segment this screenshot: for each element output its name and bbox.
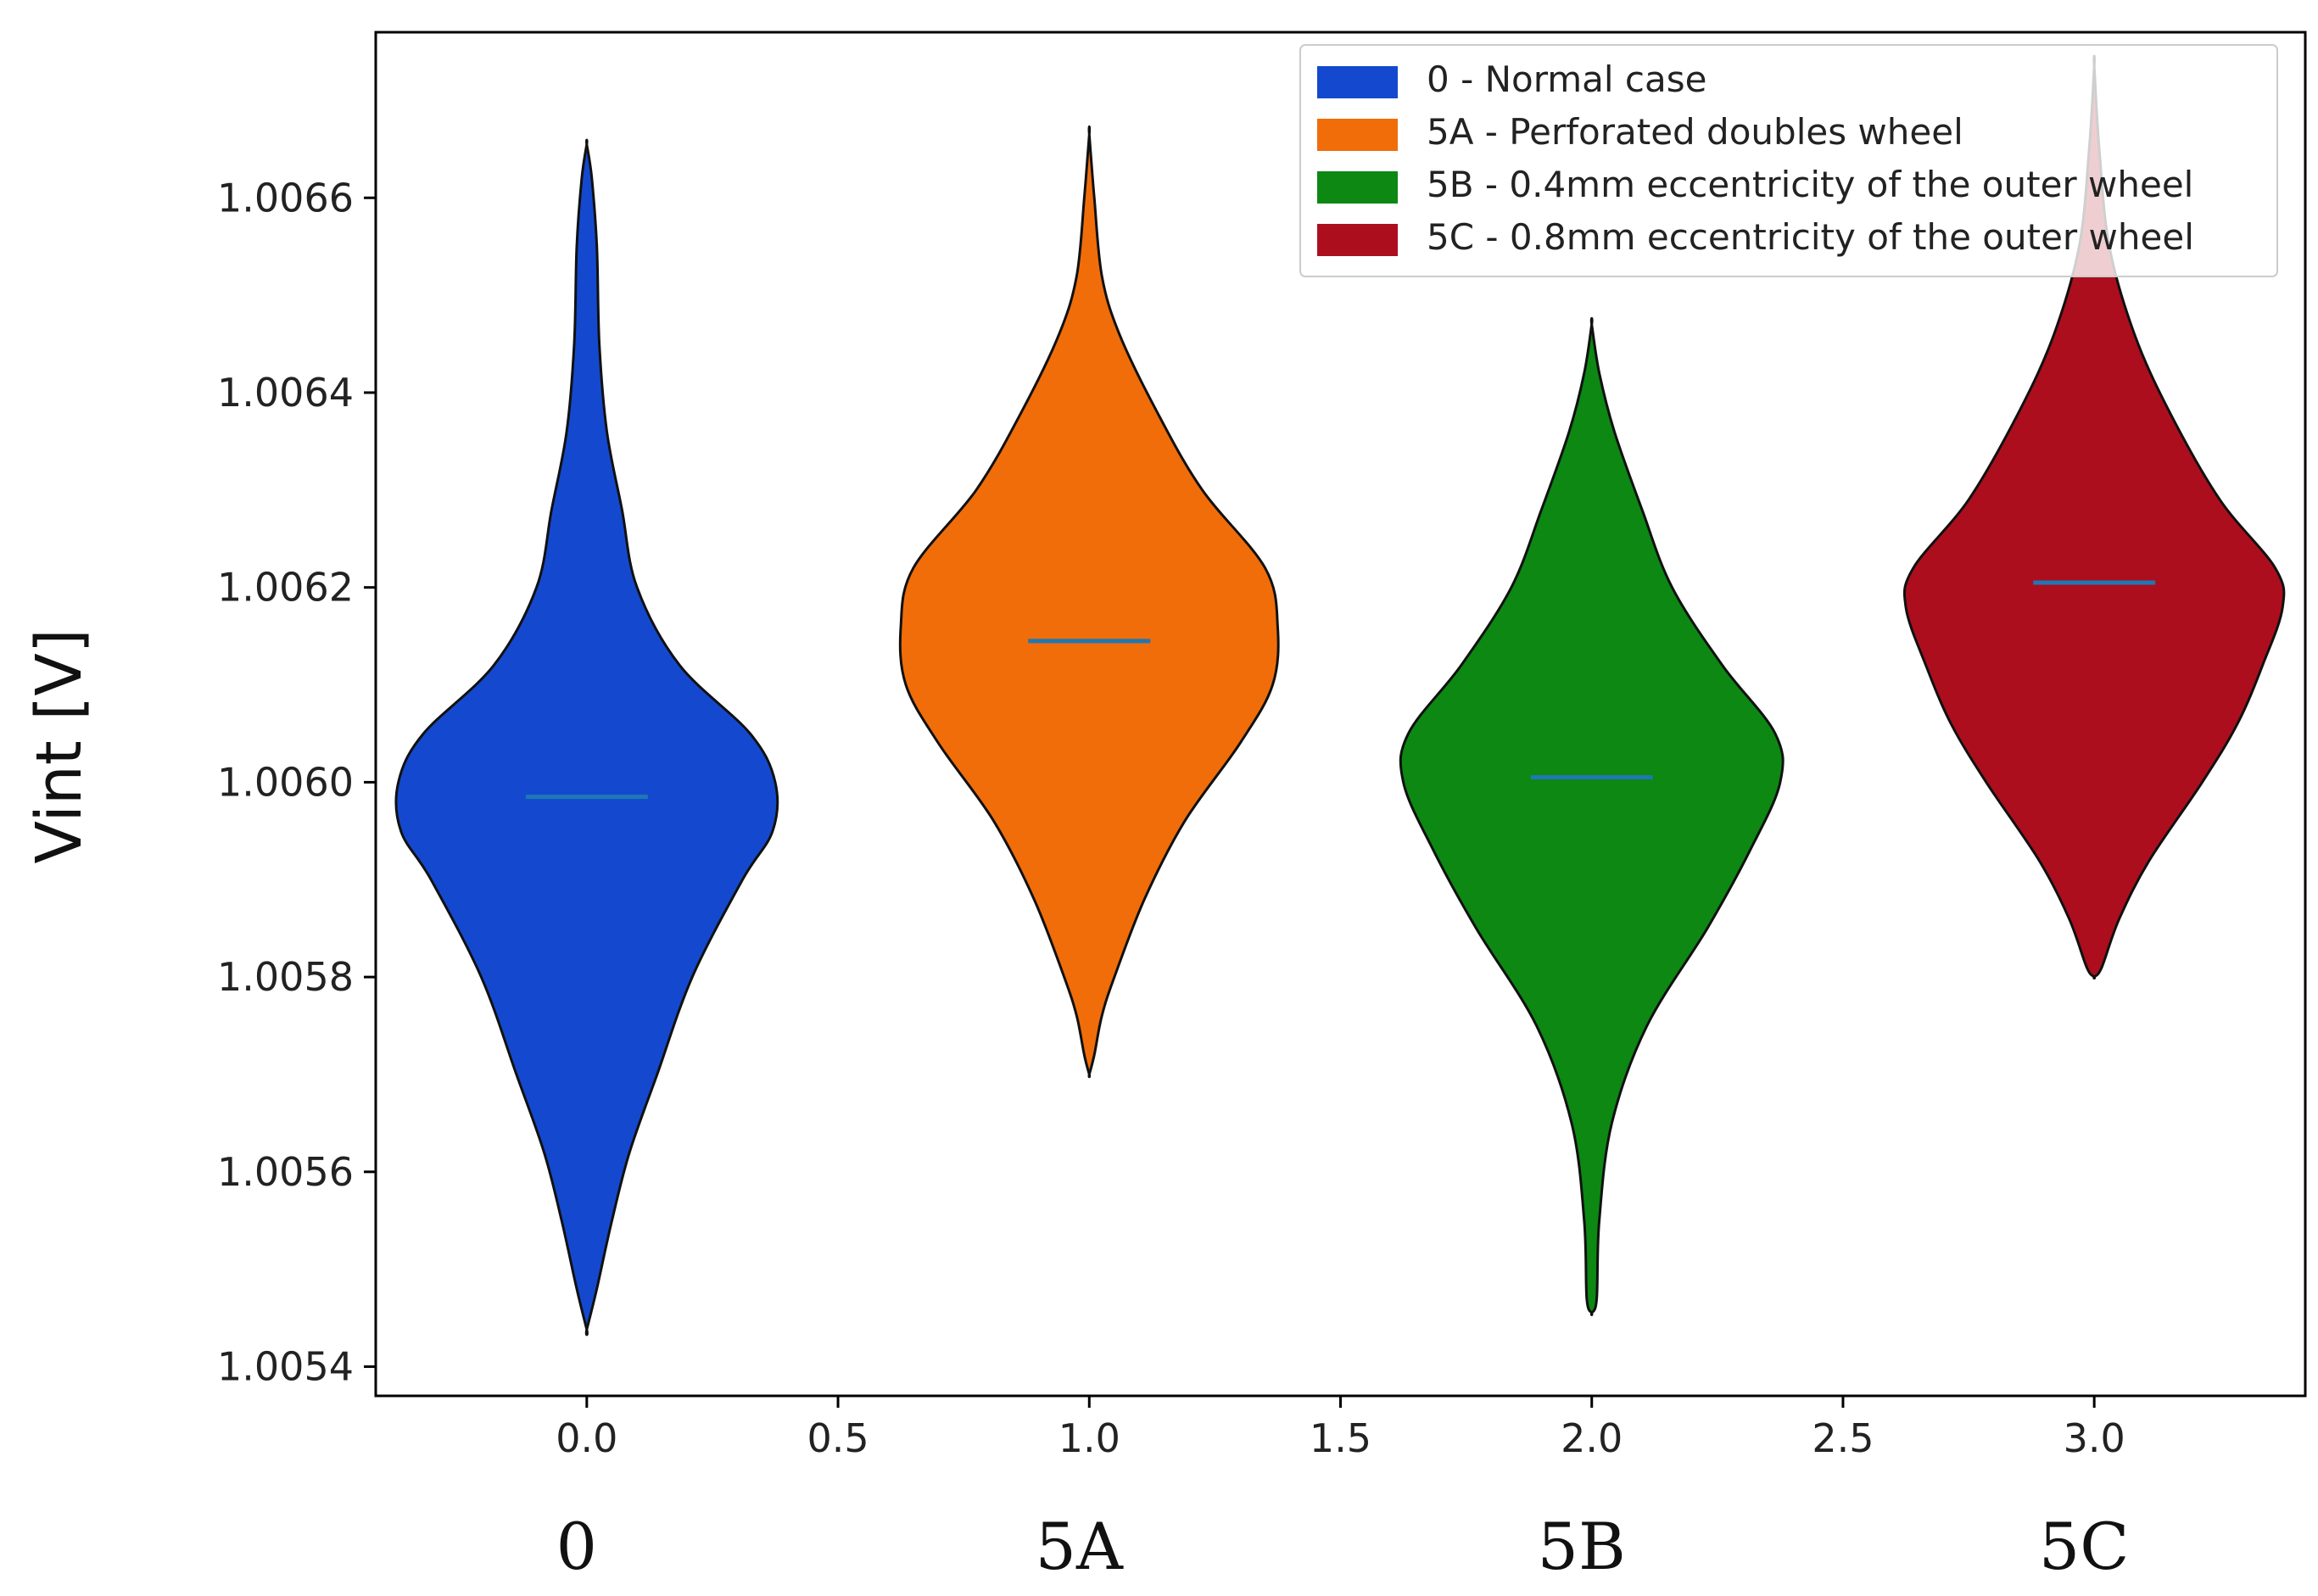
category-label: 5A	[1036, 1509, 1124, 1584]
y-tick-label: 1.0064	[217, 370, 354, 416]
x-tick-label: 0.5	[807, 1415, 869, 1461]
y-tick-label: 1.0058	[217, 954, 354, 1000]
category-label: 5B	[1538, 1509, 1626, 1584]
category-label: 5C	[2039, 1509, 2130, 1584]
violin-body	[898, 125, 1280, 1079]
x-tick-label: 1.5	[1310, 1415, 1371, 1461]
violins-layer	[394, 54, 2286, 1337]
y-axis: 1.0054 1.0056 1.0058 1.0060 1.0062 1.0064 1.00…	[217, 175, 376, 1390]
y-tick-label: 1.0056	[217, 1149, 354, 1195]
y-axis-label: Vint [V]	[23, 628, 96, 863]
x-tick-label: 0.0	[556, 1415, 617, 1461]
category-label: 0	[556, 1509, 597, 1584]
x-tick-label: 1.0	[1058, 1415, 1120, 1461]
legend-label: 5B - 0.4mm eccentricity of the outer whe…	[1427, 164, 2193, 205]
x-tick-label: 2.0	[1561, 1415, 1623, 1461]
legend-entry: 5B - 0.4mm eccentricity of the outer whe…	[1317, 164, 2193, 205]
x-axis: 0.0 0.5 1.0 1.5 2.0 2.5 3.0	[556, 1396, 2125, 1461]
legend-swatch	[1317, 66, 1398, 98]
legend-swatch	[1317, 119, 1398, 151]
violin-body	[394, 138, 779, 1337]
legend-swatch	[1317, 171, 1398, 204]
legend: 0 - Normal case 5A - Perforated doubles …	[1299, 44, 2278, 277]
x-tick-label: 2.5	[1812, 1415, 1874, 1461]
legend-entry: 0 - Normal case	[1317, 59, 1706, 100]
legend-entry: 5C - 0.8mm eccentricity of the outer whe…	[1317, 216, 2194, 258]
medians-layer	[525, 580, 2156, 800]
legend-swatch	[1317, 224, 1398, 256]
y-tick-label: 1.0062	[217, 565, 354, 611]
y-tick-label: 1.0054	[217, 1344, 354, 1390]
legend-frame	[1299, 44, 2278, 277]
legend-label: 5C - 0.8mm eccentricity of the outer whe…	[1427, 216, 2194, 258]
legend-label: 0 - Normal case	[1427, 59, 1706, 100]
y-tick-label: 1.0066	[217, 175, 354, 220]
violin-body	[1399, 316, 1785, 1316]
x-tick-label: 3.0	[2064, 1415, 2125, 1461]
category-labels: 0 5A 5B 5C	[556, 1509, 2130, 1584]
legend-entry: 5A - Perforated doubles wheel	[1317, 111, 1963, 153]
y-tick-label: 1.0060	[217, 759, 354, 805]
legend-label: 5A - Perforated doubles wheel	[1427, 111, 1963, 153]
